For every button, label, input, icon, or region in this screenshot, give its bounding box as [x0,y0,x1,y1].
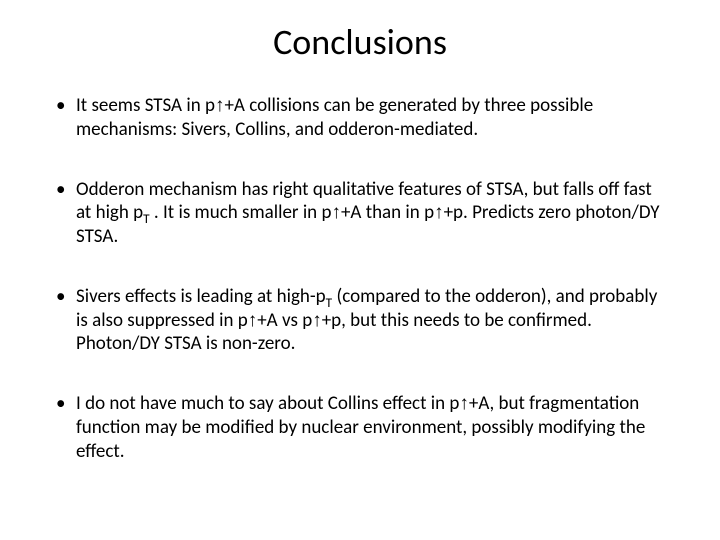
text-segment: ↑ [312,310,322,331]
bullet-item: It seems STSA in p↑+A collisions can be … [50,94,670,142]
text-segment: I do not have much to say about Collins … [76,392,459,415]
text-segment: ↑ [331,202,341,223]
text-segment: It seems STSA in p [76,94,215,117]
bullet-item: Odderon mechanism has right qualitative … [50,178,670,249]
text-segment: +A than in p [341,201,434,224]
slide-title: Conclusions [50,20,670,64]
text-segment: ↑ [434,202,444,223]
text-segment: +A vs p [257,309,312,332]
text-segment: . It is much smaller in p [150,201,332,224]
text-segment: ↑ [459,393,469,414]
bullet-list: It seems STSA in p↑+A collisions can be … [50,94,670,463]
bullet-item: I do not have much to say about Collins … [50,392,670,463]
bullet-item: Sivers effects is leading at high-pT (co… [50,285,670,356]
text-segment: Sivers effects is leading at high-p [76,285,326,308]
text-segment: ↑ [248,310,258,331]
